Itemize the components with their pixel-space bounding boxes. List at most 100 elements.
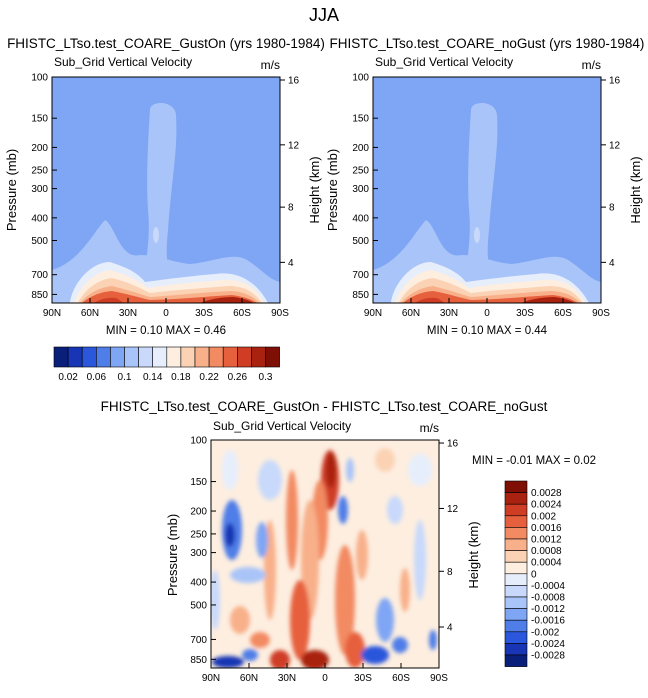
x-tick-label: 90N bbox=[202, 673, 220, 684]
x-tick-label: 90S bbox=[592, 308, 610, 319]
x-tick-label: 90S bbox=[271, 308, 289, 319]
y-tick-label: 850 bbox=[31, 290, 48, 301]
x-tick-label: 30S bbox=[516, 308, 534, 319]
y-tick-label: 150 bbox=[31, 114, 48, 125]
y-tick-label: 850 bbox=[190, 655, 207, 666]
colorbar-swatch bbox=[504, 515, 528, 528]
mid-feature bbox=[474, 227, 480, 243]
colorbar-swatch bbox=[504, 550, 528, 563]
variable-label: Sub_Grid Vertical Velocity bbox=[54, 55, 192, 69]
contour-blob bbox=[392, 637, 408, 653]
contour-blob bbox=[242, 649, 258, 661]
colorbar-label: 0.0024 bbox=[531, 500, 562, 511]
height-tick-label: 4 bbox=[288, 258, 294, 269]
y-tick-label: 700 bbox=[31, 270, 48, 281]
y-tick-label: 300 bbox=[31, 184, 48, 195]
panel-title: FHISTC_LTso.test_COARE_noGust (yrs 1980-… bbox=[330, 36, 645, 51]
x-tick-label: 30S bbox=[354, 673, 372, 684]
colorbar-swatch bbox=[251, 346, 266, 368]
contour-blob bbox=[222, 450, 238, 490]
height-tick-label: 4 bbox=[447, 622, 453, 633]
colorbar-swatch bbox=[504, 631, 528, 644]
colorbar-swatch bbox=[67, 346, 83, 368]
height-tick-label: 12 bbox=[609, 140, 621, 151]
contour-blob bbox=[230, 567, 266, 583]
colorbar-swatch bbox=[138, 346, 154, 368]
colorbar-swatch bbox=[504, 643, 528, 656]
x-tick-label: 60N bbox=[240, 673, 258, 684]
x-tick-label: 0 bbox=[163, 308, 169, 319]
panel-title: FHISTC_LTso.test_COARE_GustOn (yrs 1980-… bbox=[7, 36, 325, 51]
panel-gust-on: FHISTC_LTso.test_COARE_GustOn (yrs 1980-… bbox=[4, 36, 325, 337]
right-axis-title: Height (km) bbox=[307, 156, 322, 223]
x-tick-label: 60S bbox=[233, 308, 251, 319]
colorbar-label: -0.0016 bbox=[531, 616, 565, 627]
colorbar-swatch bbox=[208, 346, 224, 368]
colorbar-swatch bbox=[504, 608, 528, 621]
contour-blob bbox=[258, 460, 282, 500]
units-label: m/s bbox=[582, 58, 601, 72]
mid-feature bbox=[153, 227, 159, 243]
contour-blob bbox=[212, 656, 244, 668]
y-tick-label: 150 bbox=[190, 477, 207, 488]
colorbar-label: 0.18 bbox=[171, 372, 191, 383]
x-tick-label: 30N bbox=[278, 673, 296, 684]
height-tick-label: 8 bbox=[447, 567, 453, 578]
contour-blob bbox=[286, 470, 298, 570]
min-max-readout: MIN = 0.10 MAX = 0.46 bbox=[106, 325, 226, 337]
contour-blob bbox=[230, 606, 250, 634]
colorbar-label: 0.0008 bbox=[531, 546, 562, 557]
x-tick-label: 90N bbox=[364, 308, 382, 319]
x-tick-label: 30S bbox=[195, 308, 213, 319]
colorbar-label: 0.02 bbox=[58, 372, 78, 383]
colorbar-swatch bbox=[222, 346, 238, 368]
colorbar-label: 0.26 bbox=[228, 372, 248, 383]
y-axis-title: Pressure (mb) bbox=[165, 514, 180, 596]
contour-blob bbox=[270, 650, 290, 668]
contour-blob bbox=[356, 530, 368, 580]
contour-blob bbox=[335, 545, 355, 655]
colorbar-swatch bbox=[504, 527, 528, 540]
contour-blob bbox=[414, 520, 426, 600]
colorbar-swatch bbox=[166, 346, 182, 368]
colorbar-label: -0.0004 bbox=[531, 581, 565, 592]
contour-blob bbox=[290, 580, 310, 660]
y-tick-label: 400 bbox=[352, 213, 369, 224]
right-axis-title: Height (km) bbox=[628, 156, 643, 223]
colorbar-swatch bbox=[504, 573, 528, 586]
colorbar-swatch bbox=[81, 346, 97, 368]
height-tick-label: 8 bbox=[609, 203, 615, 214]
axes: 100 150 200 250 300 400 500 700 850 16 12 8 4 90N 60N 3… bbox=[190, 436, 458, 685]
contour-blob bbox=[361, 646, 389, 664]
band-7 bbox=[94, 297, 124, 303]
contour-blob bbox=[211, 570, 220, 630]
contour-blob bbox=[326, 452, 336, 488]
x-tick-label: 0 bbox=[322, 673, 328, 684]
x-tick-label: 90S bbox=[430, 673, 448, 684]
y-tick-label: 200 bbox=[31, 143, 48, 154]
contour-blob bbox=[387, 496, 403, 524]
colorbar-label: 0.3 bbox=[259, 372, 273, 383]
units-label: m/s bbox=[261, 58, 280, 72]
y-tick-label: 250 bbox=[352, 166, 369, 177]
y-tick-label: 500 bbox=[190, 600, 207, 611]
y-tick-label: 250 bbox=[190, 529, 207, 540]
colorbar-label: 0.06 bbox=[87, 372, 107, 383]
colorbar-swatch bbox=[504, 654, 528, 667]
colorbar-swatch bbox=[180, 346, 196, 368]
contour-blob bbox=[250, 632, 270, 648]
colorbar-swatch bbox=[265, 346, 280, 368]
variable-label: Sub_Grid Vertical Velocity bbox=[375, 55, 513, 69]
plume-light bbox=[145, 103, 177, 269]
x-tick-label: 60S bbox=[554, 308, 572, 319]
contour-blob bbox=[376, 598, 394, 642]
contour-blob bbox=[256, 522, 268, 558]
contour-blob bbox=[375, 448, 395, 472]
y-tick-label: 700 bbox=[190, 635, 207, 646]
band-6 bbox=[521, 297, 575, 303]
colorbar-label: -0.0028 bbox=[531, 651, 565, 662]
colorbar-swatch bbox=[237, 346, 252, 368]
x-tick-label: 0 bbox=[484, 308, 490, 319]
x-tick-label: 60S bbox=[392, 673, 410, 684]
